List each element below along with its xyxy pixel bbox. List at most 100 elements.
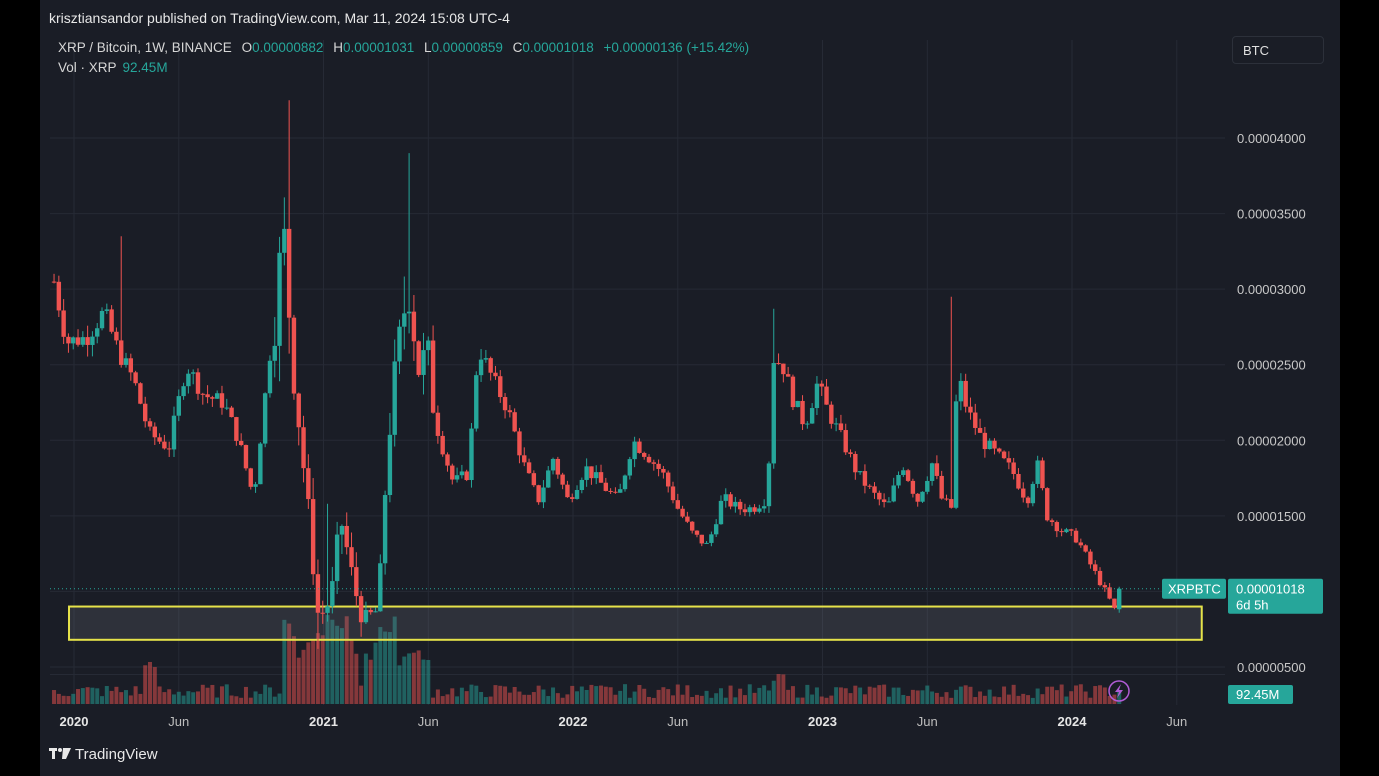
candle-body [459, 471, 465, 476]
candle-body [603, 482, 609, 491]
candle [881, 493, 887, 508]
candle [205, 385, 210, 404]
volume-bar [171, 694, 176, 704]
x-tick-label: Jun [1166, 714, 1187, 729]
volume-bar [445, 694, 450, 704]
volume-bar [76, 689, 81, 704]
candle-body [238, 440, 244, 446]
candle-body [1001, 451, 1007, 459]
volume-bar [205, 687, 210, 704]
candle-body [910, 480, 916, 494]
volume-bar [354, 653, 359, 704]
candle [862, 464, 868, 494]
candle-body [344, 525, 349, 548]
volume-bar [411, 652, 416, 704]
volume-bar [709, 697, 714, 704]
candle-body [1073, 530, 1079, 543]
candle [915, 493, 920, 507]
volume-bar [1006, 694, 1011, 704]
volume-bar [555, 693, 560, 704]
volume-bar [608, 687, 613, 704]
candle [1059, 528, 1064, 537]
volume-bar [421, 659, 426, 704]
candle [416, 340, 421, 378]
candle [958, 373, 964, 411]
candle [704, 541, 709, 544]
volume-label[interactable]: Vol · XRP [58, 60, 117, 75]
y-tick-label: 0.00003000 [1237, 282, 1306, 297]
candle-body [776, 363, 781, 365]
candle [934, 455, 940, 480]
volume-bar [363, 653, 368, 704]
candle-body [833, 423, 839, 425]
candle [186, 369, 191, 394]
candle [973, 403, 978, 435]
candle [622, 474, 628, 492]
candle-body [272, 345, 277, 361]
candle-body [445, 454, 450, 466]
volume-bar [176, 691, 181, 704]
volume-bar [301, 649, 306, 704]
candle-body [200, 393, 205, 395]
symbol-label[interactable]: XRP / Bitcoin, 1W, BINANCE [58, 40, 232, 55]
candle-body [306, 468, 311, 500]
candle-body [114, 331, 119, 341]
candle [95, 323, 100, 344]
volume-bar [906, 695, 911, 704]
candle [138, 382, 143, 405]
lightning-icon[interactable] [1108, 680, 1130, 702]
candle [1083, 544, 1088, 553]
volume-bar [896, 687, 901, 704]
candle-body [358, 596, 364, 623]
candle [426, 336, 431, 366]
volume-bar [1016, 695, 1021, 704]
candle-body [896, 474, 901, 486]
candle [877, 490, 882, 506]
volume-bar [661, 687, 666, 704]
volume-bar [599, 685, 604, 704]
volume-bar [517, 691, 522, 704]
candle-body [190, 372, 196, 374]
candle-body [651, 462, 656, 464]
volume-bar [618, 690, 623, 704]
volume-bar [1030, 697, 1035, 704]
candle [728, 491, 733, 510]
candle [843, 423, 848, 455]
volume-bar [992, 696, 997, 704]
volume-bar [339, 628, 344, 704]
volume-bar [1040, 694, 1045, 704]
volume-bar [757, 687, 762, 704]
volume-bar [805, 684, 810, 704]
volume-bar [930, 691, 935, 704]
volume-bar [277, 693, 282, 704]
volume-bar [814, 687, 819, 704]
volume-bar [1064, 696, 1069, 704]
candle-body [66, 336, 71, 344]
volume-bar [603, 686, 608, 704]
price-tag-value: 0.00001018 [1236, 582, 1305, 597]
candle-body [75, 337, 81, 345]
candle [872, 482, 877, 499]
candle-body [862, 471, 868, 486]
candle-body [1112, 598, 1117, 608]
candle [123, 352, 129, 368]
candle-body [406, 311, 412, 314]
volume-bar [1069, 691, 1074, 704]
candle-body [901, 470, 906, 475]
high-label: H [333, 40, 343, 55]
volume-bar [810, 694, 815, 704]
currency-button[interactable]: BTC [1232, 36, 1324, 64]
candle [867, 484, 872, 490]
lightning-icon-bolt [1115, 684, 1123, 698]
candle-body [757, 508, 762, 512]
tradingview-logo[interactable]: TradingView [49, 746, 158, 763]
volume-bar [1054, 690, 1059, 704]
volume-bar [85, 687, 90, 704]
candle [248, 467, 253, 490]
volume-bar [344, 616, 349, 704]
candle [435, 405, 441, 444]
candle-body [56, 281, 62, 311]
candle [891, 477, 896, 503]
volume-bar [623, 684, 628, 704]
